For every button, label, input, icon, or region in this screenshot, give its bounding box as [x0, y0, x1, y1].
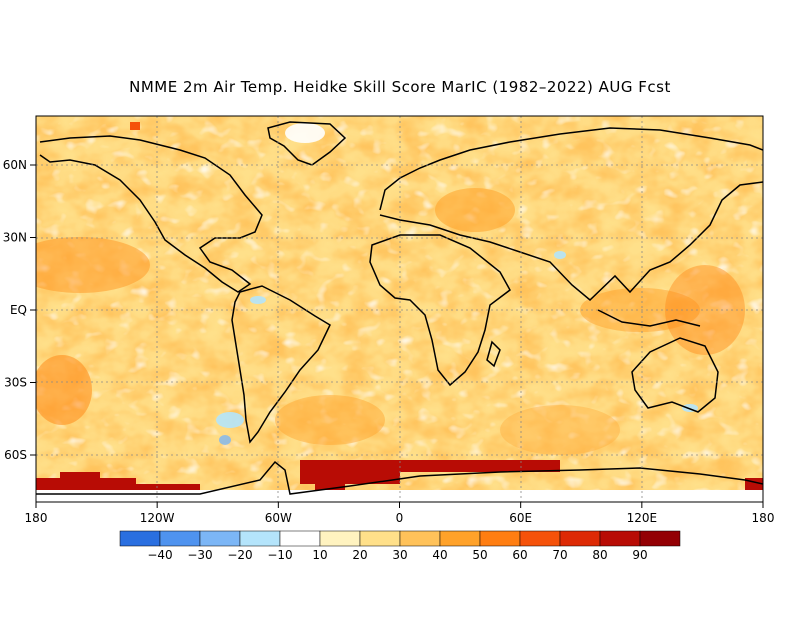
colorbar-swatch — [479, 530, 521, 547]
colorbar-swatch — [279, 530, 321, 547]
x-tick-label: 0 — [396, 511, 404, 525]
colorbar-label: 20 — [352, 548, 367, 562]
colorbar-swatch — [639, 530, 681, 547]
colorbar-swatch — [519, 530, 561, 547]
colorbar-swatch — [559, 530, 601, 547]
colorbar-swatch — [199, 530, 241, 547]
y-tick-label: 60S — [4, 448, 27, 462]
x-tick-label: 180 — [25, 511, 48, 525]
colorbar-swatch — [599, 530, 641, 547]
colorbar: −40 −30 −20 −10 10 20 30 40 50 60 70 80 90 — [119, 530, 681, 562]
colorbar-label: 70 — [552, 548, 567, 562]
colorbar-label: 50 — [472, 548, 487, 562]
colorbar-swatch — [439, 530, 481, 547]
y-tick-label: 60N — [3, 158, 27, 172]
colorbar-label: −10 — [267, 548, 292, 562]
colorbar-label: 90 — [632, 548, 647, 562]
colorbar-swatch — [319, 530, 361, 547]
colorbar-label: 30 — [392, 548, 407, 562]
y-tick-label: 30S — [4, 376, 27, 390]
colorbar-label: 80 — [592, 548, 607, 562]
y-axis: 60N 30N EQ 30S 60S — [3, 158, 36, 462]
colorbar-swatch — [159, 530, 201, 547]
x-axis: 180 120W 60W 0 60E 120E 180 — [25, 502, 775, 525]
colorbar-label: −20 — [227, 548, 252, 562]
colorbar-label: −40 — [147, 548, 172, 562]
chart-title: NMME 2m Air Temp. Heidke Skill Score Mar… — [129, 78, 671, 96]
x-tick-label: 180 — [752, 511, 775, 525]
colorbar-label: 40 — [432, 548, 447, 562]
colorbar-swatch — [239, 530, 281, 547]
colorbar-label: 10 — [312, 548, 327, 562]
x-tick-label: 120W — [140, 511, 175, 525]
skill-field — [36, 116, 763, 502]
colorbar-label: 60 — [512, 548, 527, 562]
colorbar-label: −30 — [187, 548, 212, 562]
colorbar-swatch — [399, 530, 441, 547]
x-tick-label: 60E — [509, 511, 532, 525]
x-tick-label: 60W — [265, 511, 292, 525]
graticule — [36, 116, 763, 502]
y-tick-label: 30N — [3, 231, 27, 245]
y-tick-label: EQ — [10, 303, 27, 317]
colorbar-swatch — [359, 530, 401, 547]
x-tick-label: 120E — [627, 511, 658, 525]
colorbar-swatch — [119, 530, 161, 547]
